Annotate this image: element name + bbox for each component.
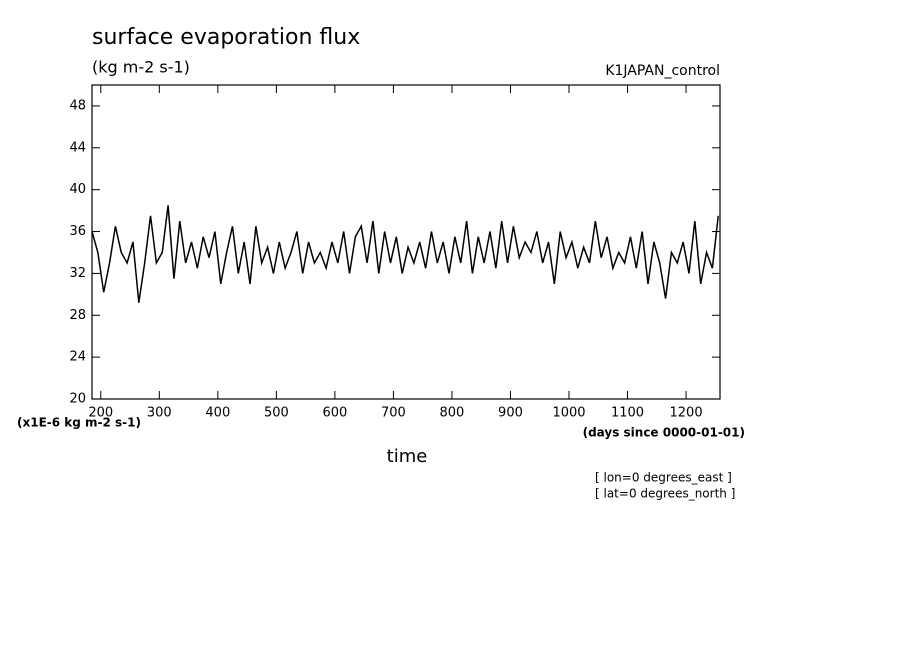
x-tick-label: 300 (147, 406, 172, 421)
x-tick-label: 1100 (611, 406, 644, 421)
x-tick-label: 400 (205, 406, 230, 421)
x-tick-label: 1000 (552, 406, 585, 421)
y-tick-label: 20 (69, 392, 86, 407)
y-tick-label: 28 (69, 308, 86, 323)
x-tick-label: 1200 (670, 406, 703, 421)
x-axis-label: time (387, 446, 428, 467)
x-tick-label: 600 (322, 406, 347, 421)
data-line (91, 205, 719, 303)
y-tick-label: 36 (69, 224, 86, 239)
chart-title: surface evaporation flux (92, 25, 360, 50)
experiment-label: K1JAPAN_control (605, 63, 720, 79)
chart-subtitle: (kg m-2 s-1) (92, 58, 190, 77)
y-tick-label: 44 (69, 140, 86, 155)
plot-frame (91, 84, 721, 400)
x-tick-label: 900 (498, 406, 523, 421)
x-tick-label: 500 (264, 406, 289, 421)
x-units: (days since 0000-01-01) (583, 426, 745, 440)
x-tick-label: 700 (381, 406, 406, 421)
x-tick-label: 800 (440, 406, 465, 421)
y-tick-label: 48 (69, 98, 86, 113)
x-tick-label: 200 (88, 406, 113, 421)
note: [ lat=0 degrees_north ] (595, 487, 735, 501)
note: [ lon=0 degrees_east ] (595, 471, 732, 485)
y-tick-label: 24 (69, 350, 86, 365)
y-units: (x1E-6 kg m-2 s-1) (17, 416, 141, 430)
y-tick-label: 40 (69, 182, 86, 197)
y-tick-label: 32 (69, 266, 86, 281)
